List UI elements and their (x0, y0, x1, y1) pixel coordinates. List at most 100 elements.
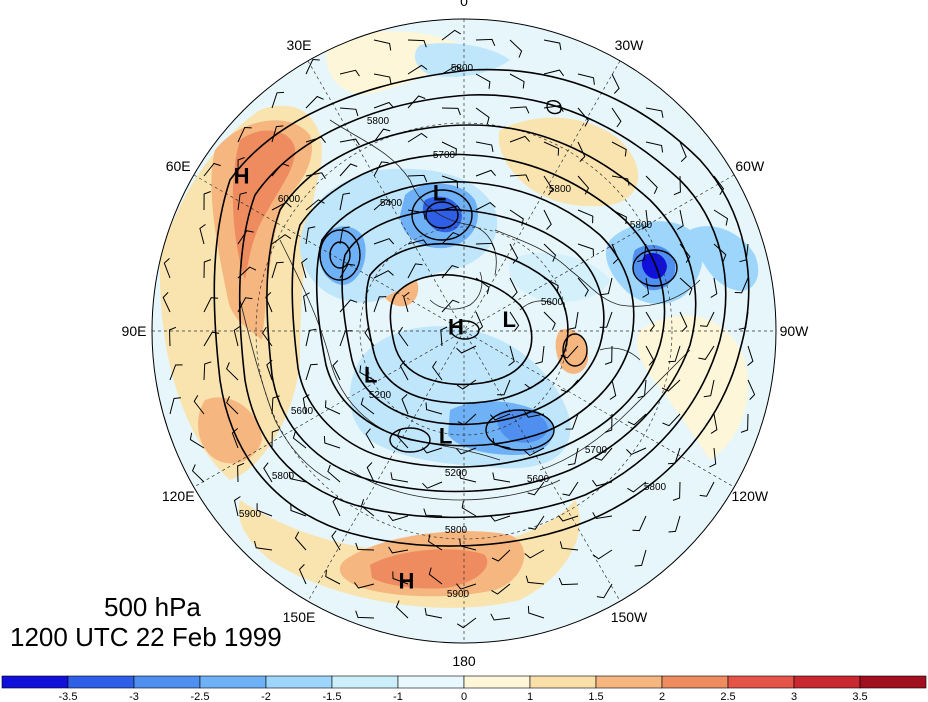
wind-barb (679, 243, 691, 263)
wind-barb (535, 345, 545, 365)
wind-barb (559, 541, 579, 551)
wind-barb (491, 583, 511, 595)
high-pole-marker: H (448, 314, 464, 339)
colorbar-swatch (529, 675, 597, 689)
wind-barb (324, 400, 341, 415)
wind-barb (626, 447, 647, 455)
wind-barb (527, 481, 545, 496)
wind-barb (475, 141, 494, 152)
wind-barb (543, 141, 560, 156)
colorbar-tick-label: 1 (527, 691, 533, 702)
colorbar-tick-label: -2.5 (191, 691, 210, 702)
wind-barb (305, 172, 326, 179)
wind-barb (509, 135, 530, 143)
colorbar-tick-label: -3.5 (59, 691, 78, 702)
colorbar-swatch (661, 675, 729, 689)
wind-barb (637, 243, 647, 263)
wind-barb (168, 326, 177, 347)
contour-label: 6000 (278, 194, 301, 205)
wind-barb (290, 503, 307, 517)
wind-barb (475, 73, 491, 89)
wind-barb (388, 546, 409, 554)
wind-barb (441, 265, 459, 279)
wind-barb (271, 429, 280, 449)
longitude-label: 60E (166, 158, 191, 174)
wind-barb (332, 496, 341, 517)
wind-barb (592, 549, 613, 560)
wind-barb (423, 508, 443, 517)
wind-barb (302, 394, 310, 415)
wind-barb (456, 583, 477, 590)
wind-barb (237, 126, 252, 143)
wind-barb (456, 617, 477, 629)
contour-label: 5700 (433, 150, 456, 161)
wind-barb (169, 397, 181, 415)
wind-barb (679, 311, 688, 332)
wind-barb (679, 277, 693, 296)
wind-barb (567, 447, 579, 466)
wind-barb (611, 175, 630, 186)
colorbar-tick-label: 0 (461, 691, 467, 702)
graticule (152, 19, 776, 643)
wind-barb (237, 297, 253, 313)
wind-barb (601, 277, 613, 296)
wind-barb (162, 292, 171, 313)
wind-barb (543, 105, 564, 112)
low-canada-marker: L (502, 307, 515, 332)
colorbar-tick-label: -3 (129, 691, 139, 702)
wind-barb (475, 38, 496, 47)
wind-barb (456, 447, 477, 455)
wind-barb (604, 413, 613, 433)
colorbar-swatch (595, 675, 663, 689)
wind-barb (271, 201, 292, 211)
wind-barb (645, 345, 655, 366)
low-east-siberia-marker: L (364, 363, 377, 388)
wind-barb (543, 277, 559, 293)
valid-time-label: 1200 UTC 22 Feb 1999 (10, 622, 282, 652)
wind-barb (271, 261, 284, 279)
colorbar-swatch (859, 675, 927, 689)
wind-barb (441, 107, 461, 116)
colorbar-tick-label: 3.5 (852, 691, 867, 702)
wind-barb (203, 331, 220, 347)
wind-barb (490, 413, 511, 421)
wind-barb (698, 345, 715, 360)
wind-barb (592, 512, 613, 520)
wind-barb (524, 549, 545, 559)
wind-barb (422, 481, 443, 489)
wind-barb (661, 379, 681, 392)
wind-barb (425, 402, 443, 415)
wind-barb (305, 58, 320, 75)
wind-barb (645, 141, 664, 153)
contour-label: 5600 (541, 297, 564, 308)
wind-barb (577, 277, 589, 297)
wind-barb (527, 605, 545, 619)
wind-barb (169, 364, 183, 381)
wind-barb (191, 464, 205, 483)
pressure-level-label: 500 hPa (104, 592, 201, 622)
wind-barb (562, 481, 579, 496)
wind-barb (611, 141, 627, 157)
wind-barb (509, 73, 525, 89)
wind-barb (524, 411, 545, 418)
coastlines (239, 119, 701, 501)
wind-barb (627, 481, 647, 493)
wind-barb (662, 413, 681, 427)
wind-barb (339, 226, 350, 245)
wind-barb (637, 379, 647, 399)
wind-barb (560, 345, 579, 359)
wind-barb (355, 610, 375, 619)
wind-barb (373, 270, 394, 279)
wind-barb (459, 538, 477, 551)
height-contours (213, 68, 750, 547)
colorbar-swatch (199, 675, 267, 689)
wind-barb (407, 132, 428, 143)
wind-barb (360, 499, 375, 517)
wind-barb (509, 277, 518, 298)
wind-barb (237, 462, 245, 483)
wind-barb (642, 277, 650, 298)
wind-barb (339, 163, 358, 177)
wind-barb (373, 128, 391, 143)
colorbar-swatch (727, 675, 795, 689)
